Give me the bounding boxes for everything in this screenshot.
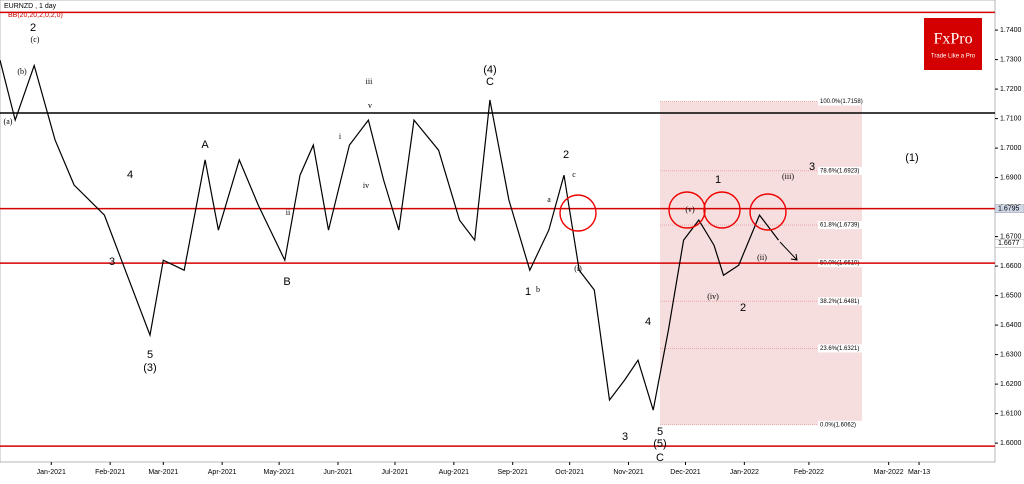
x-tick-label: Oct-2021: [555, 469, 584, 476]
y-tick-label: 1.7400: [1000, 27, 1022, 34]
y-tick-label: 1.6700: [1000, 233, 1022, 240]
logo-box: [924, 18, 982, 70]
wave-label: 2: [740, 302, 746, 314]
wave-label: ii: [286, 208, 291, 217]
fib-label: 100.0%(1.7158): [820, 99, 863, 105]
wave-label: A: [201, 139, 209, 151]
circle: [668, 191, 706, 229]
fib-label-bg: [818, 344, 862, 353]
x-tick-label: Jul-2021: [382, 469, 409, 476]
y-tick-label: 1.7200: [1000, 86, 1022, 93]
fib-label: 23.6%(1.6321): [820, 346, 859, 352]
x-tick-label: Mar-2022: [874, 469, 904, 476]
logo: FxPro: [933, 31, 972, 48]
x-tick-label: Jan-2022: [730, 469, 759, 476]
price-tag-label: 1.6795: [998, 205, 1020, 212]
y-tick-label: 1.6600: [1000, 263, 1022, 270]
wave-label: 2: [563, 149, 569, 161]
wave-label: B: [283, 276, 290, 288]
wave-label: 1: [525, 286, 531, 298]
fib-label: 78.6%(1.6923): [820, 168, 859, 174]
wave-label: iii: [366, 77, 373, 86]
y-tick-label: 1.7300: [1000, 56, 1022, 63]
wave-label: 5: [657, 426, 663, 438]
wave-label: (i): [574, 264, 582, 273]
y-tick-label: 1.6500: [1000, 292, 1022, 299]
wave-label: 5: [147, 349, 153, 361]
fib-label-bg: [818, 97, 862, 106]
wave-label: (1): [905, 152, 918, 164]
wave-label: 3: [109, 256, 115, 268]
fib-label-bg: [818, 221, 862, 230]
circle: [749, 193, 787, 231]
wave-label: iv: [363, 181, 369, 190]
wave-label: b: [536, 285, 540, 294]
y-tick-label: 1.6000: [1000, 440, 1022, 447]
wave-label: 4: [127, 169, 133, 181]
wave-label: (5): [653, 438, 666, 450]
x-tick-label: Apr-2021: [208, 469, 237, 476]
wave-label: a: [547, 195, 551, 204]
fib-label-bg: [818, 297, 862, 306]
wave-label: (iii): [782, 172, 794, 181]
price-tag: [994, 204, 1024, 213]
y-tick-label: 1.6400: [1000, 322, 1022, 329]
x-tick-label: Dec-2021: [670, 469, 700, 476]
wave-label: i: [339, 132, 342, 141]
wave-label: (iv): [707, 292, 719, 301]
wave-label: (a): [4, 117, 13, 126]
x-tick-label: Jun-2021: [323, 469, 352, 476]
x-tick-label: Sep-2021: [498, 469, 528, 476]
logo-tagline: Trade Like a Pro: [931, 54, 976, 60]
wave-label: v: [368, 101, 372, 110]
wave-label: 1: [715, 174, 721, 186]
wave-label: (ii): [757, 253, 767, 262]
chart-title: EURNZD , 1 day: [4, 3, 57, 10]
circle: [559, 194, 597, 232]
wave-label: 3: [622, 431, 628, 443]
fib-label-bg: [818, 166, 862, 175]
wave-label: 4: [645, 316, 651, 328]
x-tick-label: Mar-13: [908, 469, 930, 476]
x-tick-label: Jan-2021: [37, 469, 66, 476]
y-tick-label: 1.7000: [1000, 145, 1022, 152]
wave-label: C: [656, 452, 664, 464]
wave-label: (3): [143, 362, 156, 374]
circle: [703, 191, 741, 229]
x-tick-label: Feb-2021: [95, 469, 125, 476]
price-tag: [994, 239, 1024, 248]
y-tick-label: 1.6300: [1000, 351, 1022, 358]
wave-label: C: [486, 76, 494, 88]
wave-label: (b): [17, 67, 27, 76]
wave-label: (c): [31, 35, 40, 44]
fib-label: 38.2%(1.6481): [820, 299, 859, 305]
wave-label: (4): [483, 64, 496, 76]
wave-label: c: [572, 170, 576, 179]
x-tick-label: Mar-2021: [148, 469, 178, 476]
y-tick-label: 1.6200: [1000, 381, 1022, 388]
y-tick-label: 1.6900: [1000, 174, 1022, 181]
price-tag-label: 1.6677: [998, 240, 1020, 247]
x-tick-label: Aug-2021: [439, 469, 469, 476]
x-tick-label: Nov-2021: [613, 469, 643, 476]
wave-label: 3: [809, 161, 815, 173]
wave-label: (v): [685, 205, 695, 214]
chart-subtitle: BB(20,20,2,0,2,0): [8, 12, 63, 19]
arrow: [779, 241, 798, 261]
fib-label: 0.0%(1.6062): [820, 422, 856, 428]
fib-label-bg: [818, 420, 862, 429]
wave-label: 2: [30, 22, 36, 34]
x-tick-label: May-2021: [264, 469, 295, 476]
highlight-circles: [559, 191, 787, 232]
fib-label: 61.8%(1.6739): [820, 223, 859, 229]
price-line: [0, 60, 779, 411]
y-tick-label: 1.7100: [1000, 115, 1022, 122]
x-tick-label: Feb-2022: [794, 469, 824, 476]
y-tick-label: 1.6100: [1000, 410, 1022, 417]
